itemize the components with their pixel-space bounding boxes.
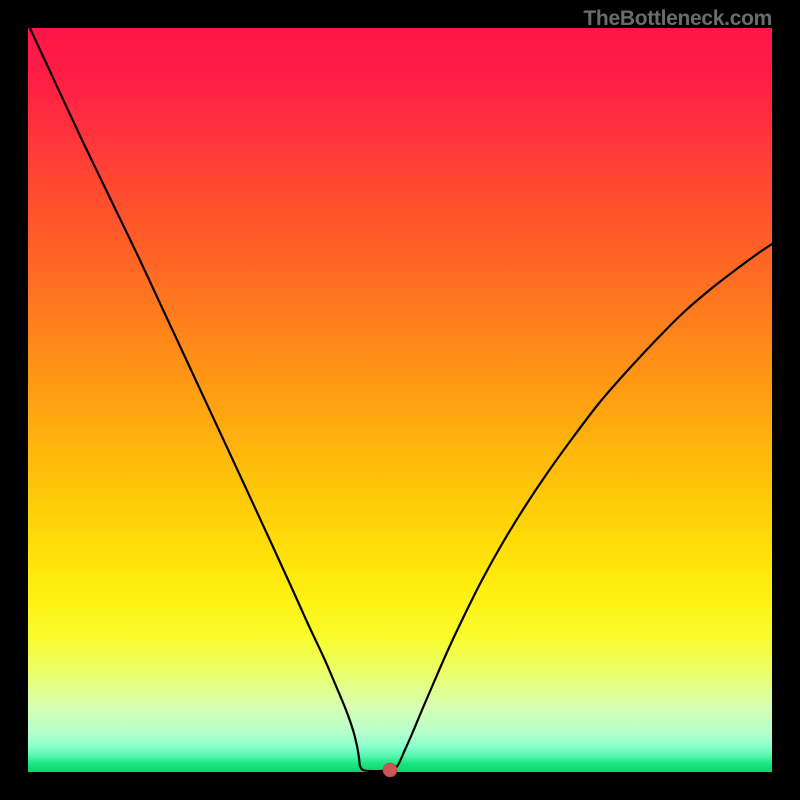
optimal-point-marker <box>383 763 397 777</box>
plot-background <box>28 28 772 772</box>
watermark-text: TheBottleneck.com <box>583 7 772 31</box>
chart-svg <box>0 0 800 800</box>
